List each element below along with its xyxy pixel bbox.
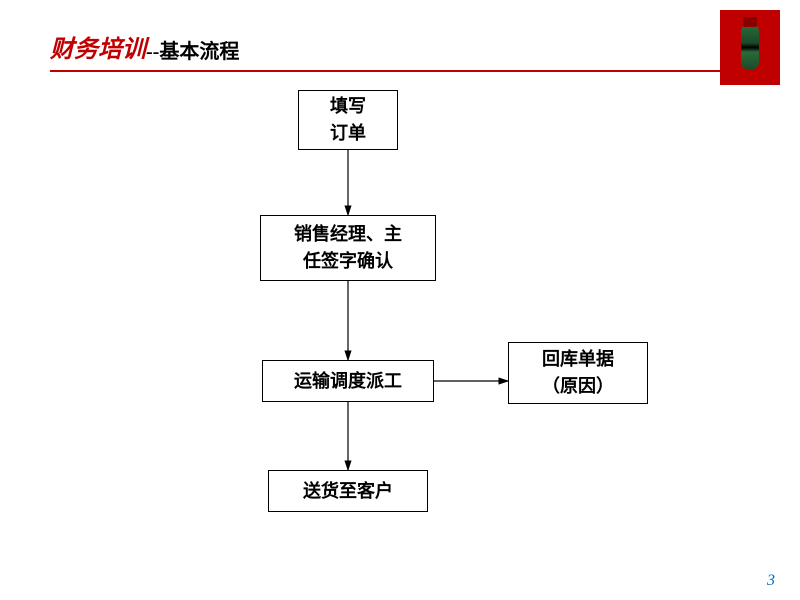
title-black-part: 基本流程 (159, 35, 239, 64)
flow-node-n1: 填写订单 (298, 90, 398, 150)
flow-node-n2: 销售经理、主任签字确认 (260, 215, 436, 281)
page-number: 3 (767, 572, 775, 590)
slide-header: 财务培训 -- 基本流程 (50, 32, 750, 72)
flow-node-n5: 送货至客户 (268, 470, 428, 512)
flowchart-container: 填写订单销售经理、主任签字确认运输调度派工 回库单据（原因） 送货至客户 (0, 90, 800, 570)
flow-node-n3: 运输调度派工 (262, 360, 434, 402)
title-red-part: 财务培训 (50, 29, 146, 64)
title-separator: -- (146, 41, 159, 64)
flow-node-n4: 回库单据（原因） (508, 342, 648, 404)
